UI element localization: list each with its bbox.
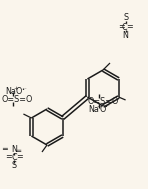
Text: ═: ═ [2,146,7,154]
Text: Na: Na [5,88,16,97]
Text: =: = [16,152,23,161]
Text: +: + [96,104,101,109]
Text: C: C [122,22,128,32]
Text: •⁻: •⁻ [104,104,110,109]
Text: S: S [11,160,16,170]
Text: O: O [16,88,22,97]
Text: S: S [123,13,128,22]
Text: Na: Na [88,105,99,114]
Text: =: = [118,22,125,31]
Text: O: O [99,105,105,114]
Text: =: = [5,152,12,161]
Text: •⁻: •⁻ [21,87,27,91]
Text: O=S=O: O=S=O [88,97,119,105]
Text: C: C [11,153,17,161]
Text: +: + [13,87,18,91]
Text: O=S=O: O=S=O [2,94,33,104]
Text: N: N [122,32,128,40]
Text: N: N [11,146,17,154]
Text: =: = [126,22,133,31]
Text: ═: ═ [16,147,20,153]
